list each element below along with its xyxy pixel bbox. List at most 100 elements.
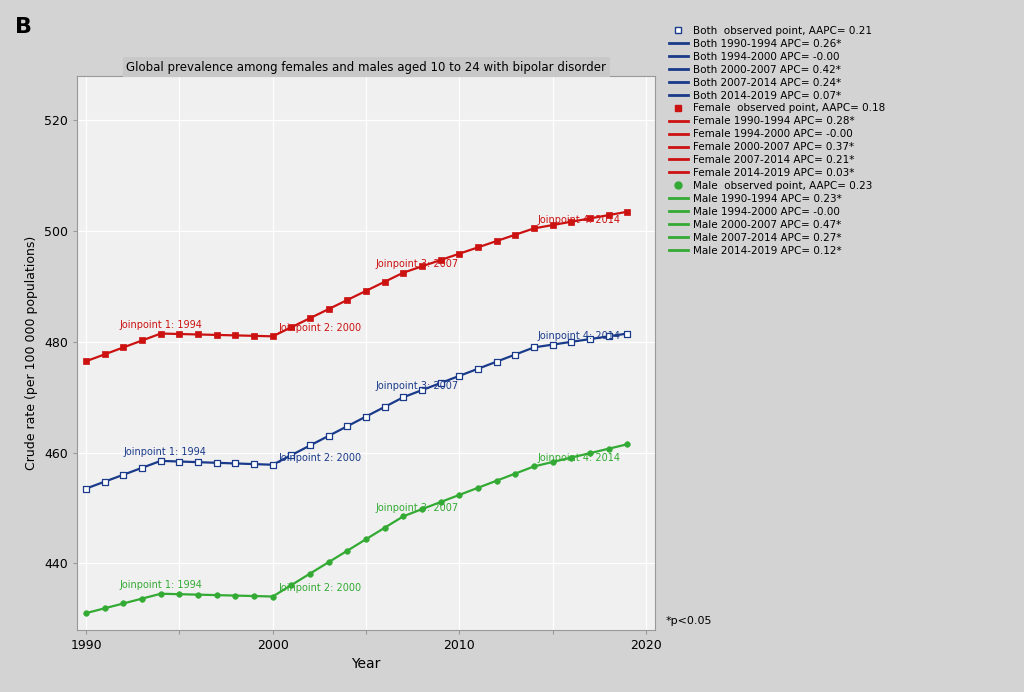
Text: Joinpoint 1: 1994: Joinpoint 1: 1994 [120, 580, 203, 590]
Point [620, 206, 636, 217]
Point [600, 443, 616, 454]
Point [582, 213, 598, 224]
Point [246, 330, 262, 341]
Text: Joinpoint 4: 2014: Joinpoint 4: 2014 [538, 215, 621, 225]
Point [582, 448, 598, 459]
Text: Joinpoint 2: 2000: Joinpoint 2: 2000 [279, 322, 361, 333]
Point [452, 489, 468, 500]
Point [284, 450, 300, 461]
Point [96, 349, 113, 360]
Point [526, 342, 543, 353]
Point [284, 579, 300, 590]
Point [414, 504, 430, 515]
Point [470, 482, 486, 493]
Point [78, 483, 94, 494]
Point [414, 385, 430, 396]
Point [377, 522, 393, 534]
Point [432, 255, 449, 266]
Point [209, 457, 225, 468]
Point [189, 329, 206, 340]
Text: Joinpoint 3: 2007: Joinpoint 3: 2007 [376, 381, 459, 391]
Text: Joinpoint 3: 2007: Joinpoint 3: 2007 [376, 259, 459, 269]
Point [452, 248, 468, 260]
Text: *p<0.05: *p<0.05 [666, 617, 712, 626]
Text: Joinpoint 4: 2014: Joinpoint 4: 2014 [538, 453, 621, 463]
Point [116, 469, 132, 480]
Point [488, 475, 505, 486]
Point [78, 356, 94, 367]
Point [209, 329, 225, 340]
Point [488, 235, 505, 246]
Point [246, 590, 262, 601]
Point [209, 590, 225, 601]
Point [339, 294, 355, 305]
Point [377, 401, 393, 412]
Legend: Both  observed point, AAPC= 0.21, Both 1990-1994 APC= 0.26*, Both 1994-2000 APC=: Both observed point, AAPC= 0.21, Both 19… [669, 26, 885, 255]
Point [171, 329, 187, 340]
Point [339, 545, 355, 556]
Text: Joinpoint 4: 2014: Joinpoint 4: 2014 [538, 331, 621, 341]
Point [507, 349, 523, 360]
Text: Joinpoint 2: 2000: Joinpoint 2: 2000 [279, 453, 361, 463]
Point [264, 331, 281, 342]
Point [507, 468, 523, 479]
Point [78, 608, 94, 619]
Point [582, 334, 598, 345]
Point [321, 304, 337, 315]
Point [264, 459, 281, 471]
Point [171, 456, 187, 467]
Point [377, 276, 393, 287]
X-axis label: Year: Year [351, 657, 381, 671]
Point [358, 411, 375, 422]
Point [600, 210, 616, 221]
Text: Joinpoint 1: 1994: Joinpoint 1: 1994 [124, 447, 206, 457]
Point [563, 336, 580, 347]
Point [153, 455, 169, 466]
Point [600, 331, 616, 342]
Point [171, 589, 187, 600]
Point [470, 363, 486, 374]
Point [395, 511, 412, 522]
Title: Global prevalence among females and males aged 10 to 24 with bipolar disorder: Global prevalence among females and male… [126, 61, 606, 73]
Point [358, 285, 375, 296]
Text: Joinpoint 3: 2007: Joinpoint 3: 2007 [376, 502, 459, 513]
Point [284, 322, 300, 333]
Point [302, 440, 318, 451]
Point [134, 593, 151, 604]
Point [321, 430, 337, 441]
Point [227, 330, 244, 341]
Point [526, 461, 543, 472]
Text: Joinpoint 2: 2000: Joinpoint 2: 2000 [279, 583, 361, 593]
Point [264, 591, 281, 602]
Point [488, 356, 505, 367]
Point [545, 457, 561, 468]
Point [153, 328, 169, 339]
Point [432, 496, 449, 507]
Point [227, 458, 244, 469]
Point [414, 261, 430, 272]
Point [358, 534, 375, 545]
Y-axis label: Crude rate (per 100 000 populations): Crude rate (per 100 000 populations) [26, 236, 38, 470]
Point [395, 267, 412, 278]
Text: B: B [15, 17, 33, 37]
Point [563, 216, 580, 227]
Point [432, 377, 449, 388]
Point [526, 223, 543, 234]
Point [96, 603, 113, 614]
Point [246, 459, 262, 470]
Point [189, 457, 206, 468]
Point [116, 598, 132, 609]
Point [620, 328, 636, 339]
Point [227, 590, 244, 601]
Point [470, 242, 486, 253]
Point [116, 342, 132, 353]
Point [96, 476, 113, 487]
Point [507, 229, 523, 240]
Point [302, 568, 318, 579]
Point [302, 313, 318, 324]
Point [189, 589, 206, 600]
Point [339, 421, 355, 432]
Point [620, 439, 636, 450]
Point [153, 588, 169, 599]
Text: Joinpoint 1: 1994: Joinpoint 1: 1994 [120, 320, 203, 330]
